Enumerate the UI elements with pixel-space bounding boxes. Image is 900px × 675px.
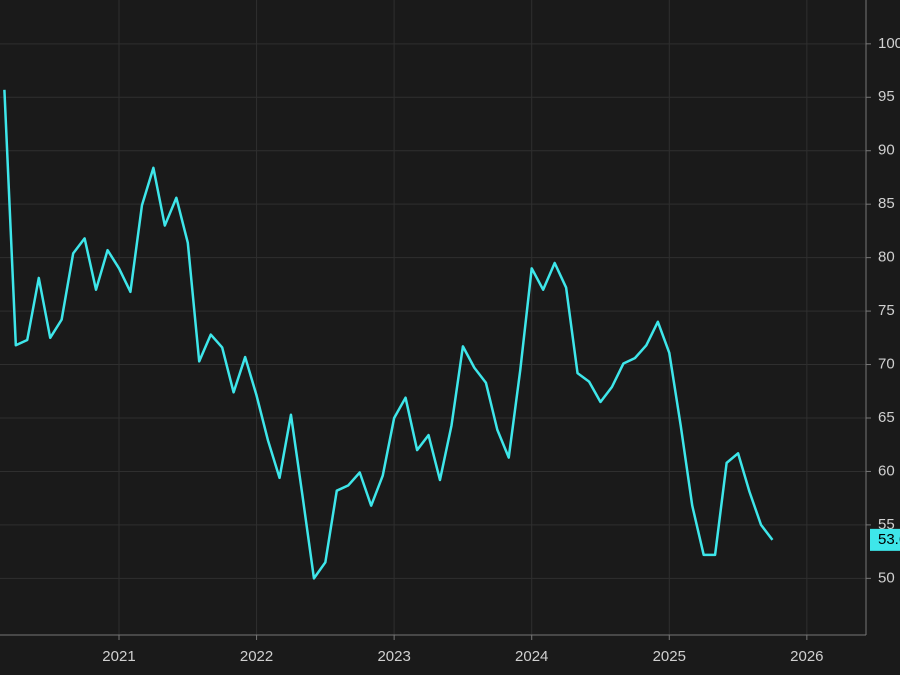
y-tick-label: 55 (878, 516, 895, 533)
x-tick-label: 2023 (377, 648, 410, 665)
last-value-marker (870, 528, 900, 551)
x-tick-label: 2024 (515, 648, 548, 665)
y-tick-label: 70 (878, 356, 895, 373)
last-value-label: 53.6 (878, 531, 900, 548)
x-tick-label: 2021 (102, 648, 135, 665)
y-tick-label: 65 (878, 409, 895, 426)
data-line (3, 89, 774, 580)
x-tick-label: 2026 (790, 648, 823, 665)
y-tick-label: 80 (878, 249, 895, 266)
y-tick-label: 85 (878, 195, 895, 212)
y-tick-label: 100 (878, 35, 900, 52)
x-tick-label: 2025 (653, 648, 686, 665)
x-tick-label: 2022 (240, 648, 273, 665)
y-tick-label: 75 (878, 302, 895, 319)
y-tick-label: 95 (878, 88, 895, 105)
y-tick-label: 90 (878, 142, 895, 159)
y-tick-label: 50 (878, 569, 895, 586)
y-tick-label: 60 (878, 462, 895, 479)
